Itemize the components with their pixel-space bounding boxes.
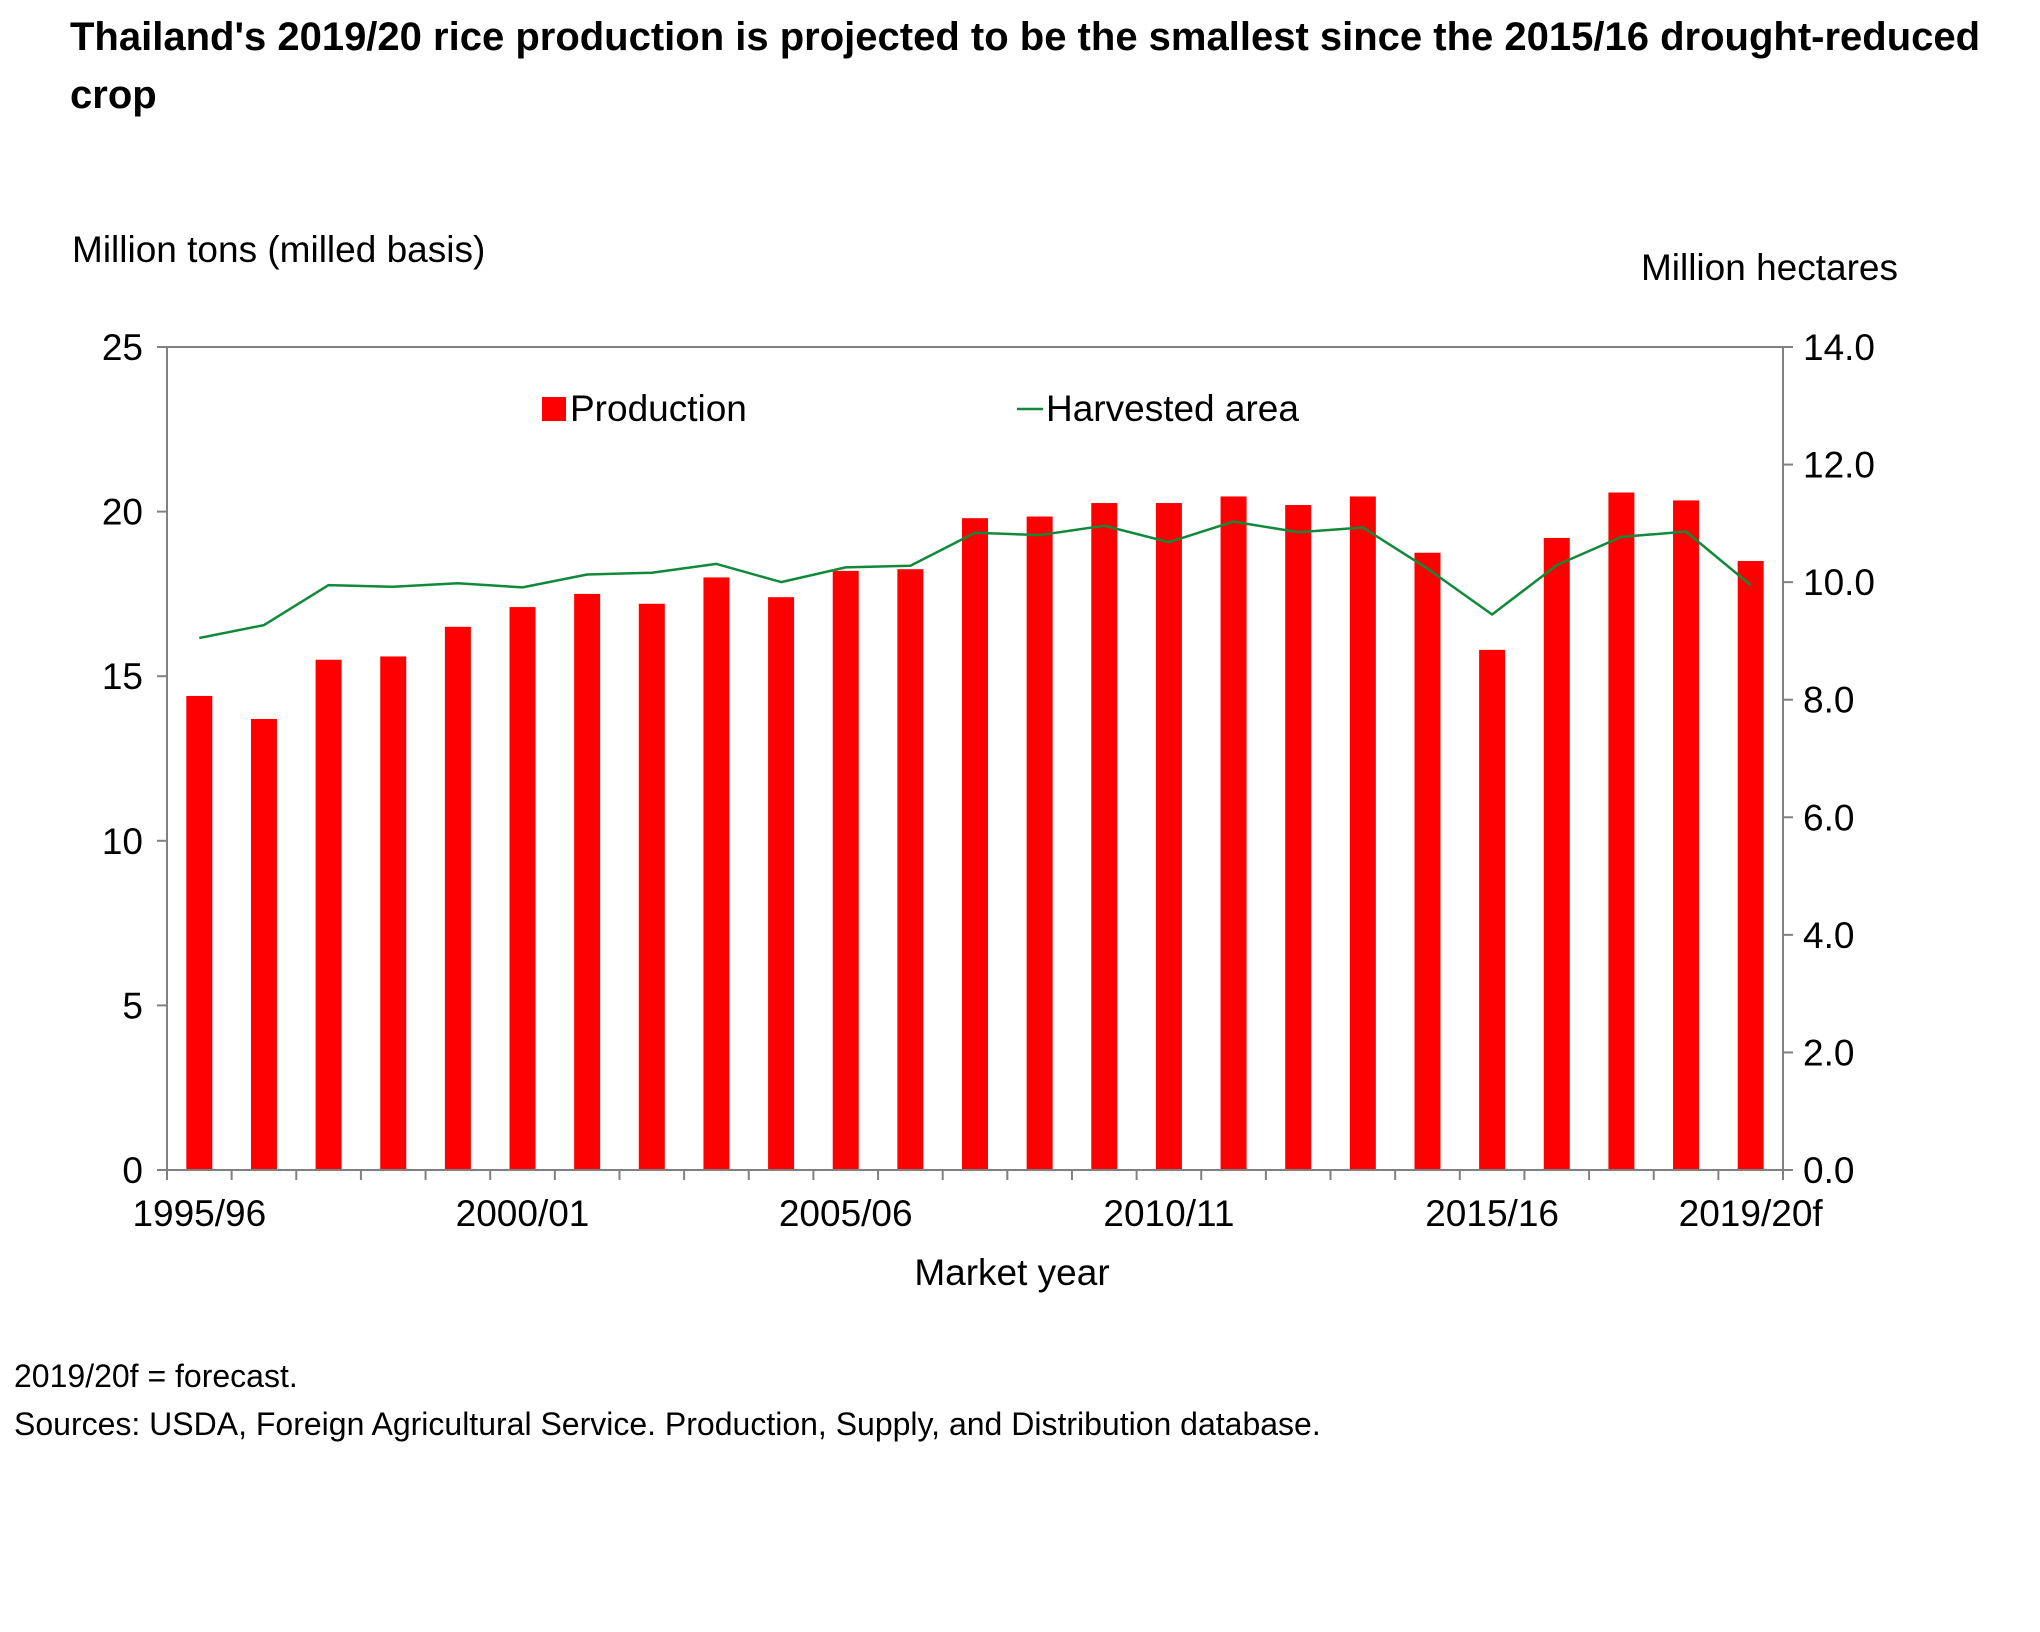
production-bar-16 xyxy=(1220,496,1247,1170)
legend-production-label: Production xyxy=(570,388,747,429)
production-bar-19 xyxy=(1414,552,1441,1170)
x-tick-label-1: 2000/01 xyxy=(456,1193,590,1234)
sources-note: Sources: USDA, Foreign Agricultural Serv… xyxy=(14,1406,1321,1442)
production-bar-14 xyxy=(1091,503,1118,1171)
harvested-area-line xyxy=(199,520,1752,640)
y-left-tick-label-0: 0 xyxy=(122,1150,143,1191)
y-left-tick-label-4: 20 xyxy=(102,492,143,533)
legend-production-swatch xyxy=(542,397,566,421)
production-bar-1 xyxy=(250,718,277,1170)
x-axis-label: Market year xyxy=(914,1252,1109,1293)
x-tick-label-3: 2010/11 xyxy=(1103,1193,1234,1234)
y-left-tick-label-1: 5 xyxy=(122,985,143,1026)
y-right-tick-label-3: 6.0 xyxy=(1803,797,1854,838)
legend: Production Harvested area xyxy=(542,388,1299,429)
legend-harvested-area-label: Harvested area xyxy=(1046,388,1299,429)
x-tick-label-4: 2015/16 xyxy=(1425,1193,1559,1234)
x-tick-label-5: 2019/20f xyxy=(1679,1193,1824,1234)
y-left-tick-label-5: 25 xyxy=(102,327,143,368)
y-right-tick-label-7: 14.0 xyxy=(1803,327,1875,368)
y-right-tick-label-6: 12.0 xyxy=(1803,445,1875,486)
y-right-tick-label-0: 0.0 xyxy=(1803,1150,1854,1191)
production-bar-17 xyxy=(1285,505,1312,1170)
production-bar-15 xyxy=(1155,503,1182,1171)
production-bar-6 xyxy=(574,593,601,1170)
axes: 0 5 10 15 20 25 0.0 2.0 4.0 6.0 8.0 10.0 12.0 14.0 199… xyxy=(102,327,1875,1234)
harvested-area-line-layer xyxy=(199,520,1752,640)
x-tick-label-0: 1995/96 xyxy=(132,1193,266,1234)
production-bars xyxy=(186,492,1764,1171)
production-bar-21 xyxy=(1543,537,1570,1170)
production-bar-5 xyxy=(509,607,536,1170)
production-bar-18 xyxy=(1349,496,1376,1170)
y-axis-left-label: Million tons (milled basis) xyxy=(72,229,485,270)
production-bar-4 xyxy=(444,626,471,1170)
y-right-tick-label-5: 10.0 xyxy=(1803,562,1875,603)
production-bar-0 xyxy=(186,695,213,1170)
production-bar-2 xyxy=(315,659,342,1170)
chart-title: Thailand's 2019/20 rice production is pr… xyxy=(70,15,1981,117)
footnotes: 2019/20f = forecast. Sources: USDA, Fore… xyxy=(14,1352,1321,1448)
production-bar-11 xyxy=(897,569,924,1170)
production-bar-13 xyxy=(1026,516,1053,1170)
y-axis-right-label: Million hectares xyxy=(1641,247,1898,288)
chart: Million tons (milled basis) Million hect… xyxy=(72,229,1898,1293)
y-right-tick-label-1: 2.0 xyxy=(1803,1032,1854,1073)
production-bar-9 xyxy=(768,597,795,1170)
production-bar-22 xyxy=(1608,492,1635,1170)
production-bar-20 xyxy=(1479,649,1506,1170)
production-bar-10 xyxy=(832,570,859,1170)
production-bar-12 xyxy=(962,518,988,1170)
y-right-tick-label-2: 4.0 xyxy=(1803,915,1854,956)
y-left-tick-label-3: 15 xyxy=(102,656,143,697)
x-tick-label-2: 2005/06 xyxy=(779,1193,913,1234)
production-bar-23 xyxy=(1673,500,1700,1170)
forecast-note: 2019/20f = forecast. xyxy=(14,1358,298,1394)
y-right-tick-label-4: 8.0 xyxy=(1803,680,1854,721)
production-bar-8 xyxy=(703,577,730,1170)
production-bar-3 xyxy=(380,656,407,1170)
production-bar-7 xyxy=(638,603,665,1170)
production-bar-24 xyxy=(1737,560,1764,1170)
y-left-tick-label-2: 10 xyxy=(102,821,143,862)
